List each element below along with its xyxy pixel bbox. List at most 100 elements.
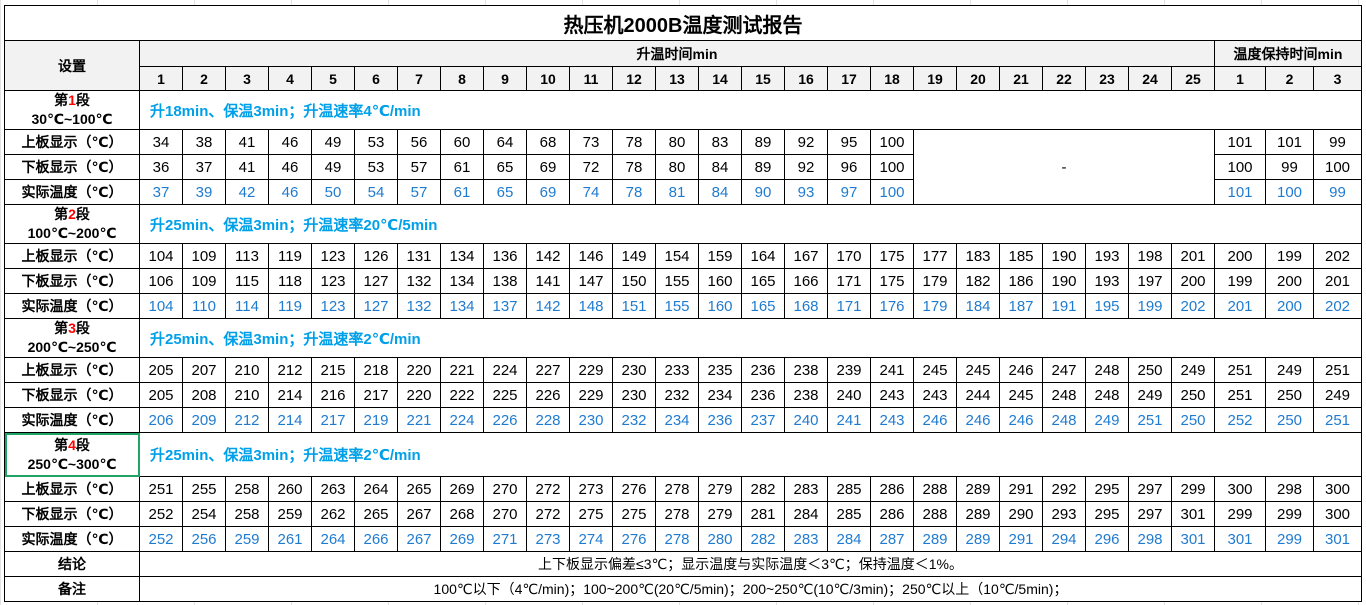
temperature-cell[interactable]: 92 bbox=[784, 129, 828, 155]
ramp-time-header[interactable]: 升温时间min bbox=[139, 40, 1215, 67]
temperature-cell[interactable]: 292 bbox=[1042, 476, 1086, 502]
temperature-cell[interactable]: 236 bbox=[741, 382, 785, 408]
temperature-cell[interactable]: 249 bbox=[1085, 407, 1129, 433]
temperature-cell[interactable]: 269 bbox=[440, 476, 484, 502]
temperature-cell[interactable]: 37 bbox=[139, 179, 183, 205]
ramp-minute-header[interactable]: 20 bbox=[956, 66, 1000, 91]
temperature-cell[interactable]: 301 bbox=[1171, 526, 1215, 552]
temperature-cell[interactable]: 296 bbox=[1085, 526, 1129, 552]
temperature-cell[interactable]: 185 bbox=[999, 243, 1043, 269]
section-note[interactable]: 升25min、保温3min；升温速率2℃/min bbox=[139, 432, 1362, 477]
temperature-cell[interactable]: 80 bbox=[655, 129, 699, 155]
temperature-cell[interactable]: 270 bbox=[483, 501, 527, 527]
ramp-minute-header[interactable]: 10 bbox=[526, 66, 570, 91]
ramp-minute-header[interactable]: 1 bbox=[139, 66, 183, 91]
ramp-minute-header[interactable]: 14 bbox=[698, 66, 742, 91]
ramp-minute-header[interactable]: 11 bbox=[569, 66, 613, 91]
temperature-cell[interactable]: 110 bbox=[182, 293, 226, 319]
temperature-cell[interactable]: 275 bbox=[612, 501, 656, 527]
temperature-cell[interactable]: 104 bbox=[139, 243, 183, 269]
temperature-cell[interactable]: 291 bbox=[999, 476, 1043, 502]
temperature-cell[interactable]: 83 bbox=[698, 129, 742, 155]
temperature-cell[interactable]: 95 bbox=[827, 129, 871, 155]
section-label[interactable]: 第1段 30℃~100℃ bbox=[4, 90, 140, 130]
temperature-cell[interactable]: 265 bbox=[354, 501, 398, 527]
temperature-cell[interactable]: 154 bbox=[655, 243, 699, 269]
temperature-cell[interactable]: 219 bbox=[354, 407, 398, 433]
hold-temperature-cell[interactable]: 199 bbox=[1265, 243, 1314, 269]
temperature-cell[interactable]: 96 bbox=[827, 154, 871, 180]
temperature-cell[interactable]: 241 bbox=[870, 357, 914, 383]
temperature-cell[interactable]: 220 bbox=[397, 357, 441, 383]
temperature-cell[interactable]: 168 bbox=[784, 293, 828, 319]
temperature-cell[interactable]: 255 bbox=[182, 476, 226, 502]
temperature-cell[interactable]: 220 bbox=[397, 382, 441, 408]
temperature-cell[interactable]: 109 bbox=[182, 243, 226, 269]
temperature-cell[interactable]: 247 bbox=[1042, 357, 1086, 383]
temperature-cell[interactable]: 268 bbox=[440, 501, 484, 527]
temperature-cell[interactable]: 265 bbox=[397, 476, 441, 502]
temperature-cell[interactable]: 206 bbox=[139, 407, 183, 433]
temperature-cell[interactable]: 78 bbox=[612, 154, 656, 180]
temperature-cell[interactable]: 38 bbox=[182, 129, 226, 155]
temperature-cell[interactable]: 240 bbox=[784, 407, 828, 433]
temperature-cell[interactable]: 127 bbox=[354, 293, 398, 319]
temperature-cell[interactable]: 215 bbox=[311, 357, 355, 383]
temperature-cell[interactable]: 248 bbox=[1042, 382, 1086, 408]
temperature-cell[interactable]: 222 bbox=[440, 382, 484, 408]
temperature-cell[interactable]: 151 bbox=[612, 293, 656, 319]
temperature-cell[interactable]: 190 bbox=[1042, 243, 1086, 269]
temperature-cell[interactable]: 252 bbox=[139, 501, 183, 527]
temperature-cell[interactable]: 297 bbox=[1128, 476, 1172, 502]
hold-temperature-cell[interactable]: 251 bbox=[1214, 382, 1266, 408]
ramp-minute-header[interactable]: 16 bbox=[784, 66, 828, 91]
temperature-cell[interactable]: 126 bbox=[354, 243, 398, 269]
temperature-cell[interactable]: 217 bbox=[354, 382, 398, 408]
temperature-cell[interactable]: 69 bbox=[526, 179, 570, 205]
temperature-cell[interactable]: 177 bbox=[913, 243, 957, 269]
temperature-cell[interactable]: 248 bbox=[1085, 382, 1129, 408]
temperature-cell[interactable]: 289 bbox=[956, 501, 1000, 527]
hold-temperature-cell[interactable]: 201 bbox=[1313, 268, 1362, 294]
temperature-cell[interactable]: 109 bbox=[182, 268, 226, 294]
temperature-cell[interactable]: 146 bbox=[569, 243, 613, 269]
temperature-cell[interactable]: 113 bbox=[225, 243, 269, 269]
temperature-cell[interactable]: 283 bbox=[784, 526, 828, 552]
temperature-cell[interactable]: 289 bbox=[956, 476, 1000, 502]
temperature-cell[interactable]: 229 bbox=[569, 382, 613, 408]
temperature-cell[interactable]: 298 bbox=[1128, 526, 1172, 552]
temperature-cell[interactable]: 164 bbox=[741, 243, 785, 269]
temperature-cell[interactable]: 210 bbox=[225, 382, 269, 408]
remarks-text[interactable]: 100℃以下（4℃/min)；100~200℃(20℃/5min)；200~25… bbox=[139, 576, 1362, 602]
temperature-cell[interactable]: 269 bbox=[440, 526, 484, 552]
temperature-cell[interactable]: 276 bbox=[612, 476, 656, 502]
temperature-cell[interactable]: 190 bbox=[1042, 268, 1086, 294]
temperature-cell[interactable]: 266 bbox=[354, 526, 398, 552]
ramp-minute-header[interactable]: 23 bbox=[1085, 66, 1129, 91]
temperature-cell[interactable]: 42 bbox=[225, 179, 269, 205]
temperature-cell[interactable]: 246 bbox=[999, 357, 1043, 383]
temperature-cell[interactable]: 205 bbox=[139, 382, 183, 408]
temperature-cell[interactable]: 182 bbox=[956, 268, 1000, 294]
section-label[interactable]: 第2段 100℃~200℃ bbox=[4, 204, 140, 244]
hold-temperature-cell[interactable]: 251 bbox=[1313, 357, 1362, 383]
temperature-cell[interactable]: 284 bbox=[784, 501, 828, 527]
temperature-cell[interactable]: 230 bbox=[612, 357, 656, 383]
temperature-cell[interactable]: 61 bbox=[440, 154, 484, 180]
temperature-cell[interactable]: 39 bbox=[182, 179, 226, 205]
hold-temperature-cell[interactable]: 298 bbox=[1265, 476, 1314, 502]
hold-temperature-cell[interactable]: 300 bbox=[1313, 476, 1362, 502]
ramp-minute-header[interactable]: 15 bbox=[741, 66, 785, 91]
temperature-cell[interactable]: 272 bbox=[526, 501, 570, 527]
temperature-cell[interactable]: 54 bbox=[354, 179, 398, 205]
temperature-cell[interactable]: 61 bbox=[440, 179, 484, 205]
temperature-cell[interactable]: 258 bbox=[225, 501, 269, 527]
temperature-cell[interactable]: 186 bbox=[999, 268, 1043, 294]
temperature-cell[interactable]: 289 bbox=[956, 526, 1000, 552]
temperature-cell[interactable]: 150 bbox=[612, 268, 656, 294]
temperature-cell[interactable]: 115 bbox=[225, 268, 269, 294]
temperature-cell[interactable]: 299 bbox=[1171, 476, 1215, 502]
temperature-cell[interactable]: 281 bbox=[741, 501, 785, 527]
hold-temperature-cell[interactable]: 100 bbox=[1265, 179, 1314, 205]
hold-minute-header[interactable]: 3 bbox=[1313, 66, 1362, 91]
